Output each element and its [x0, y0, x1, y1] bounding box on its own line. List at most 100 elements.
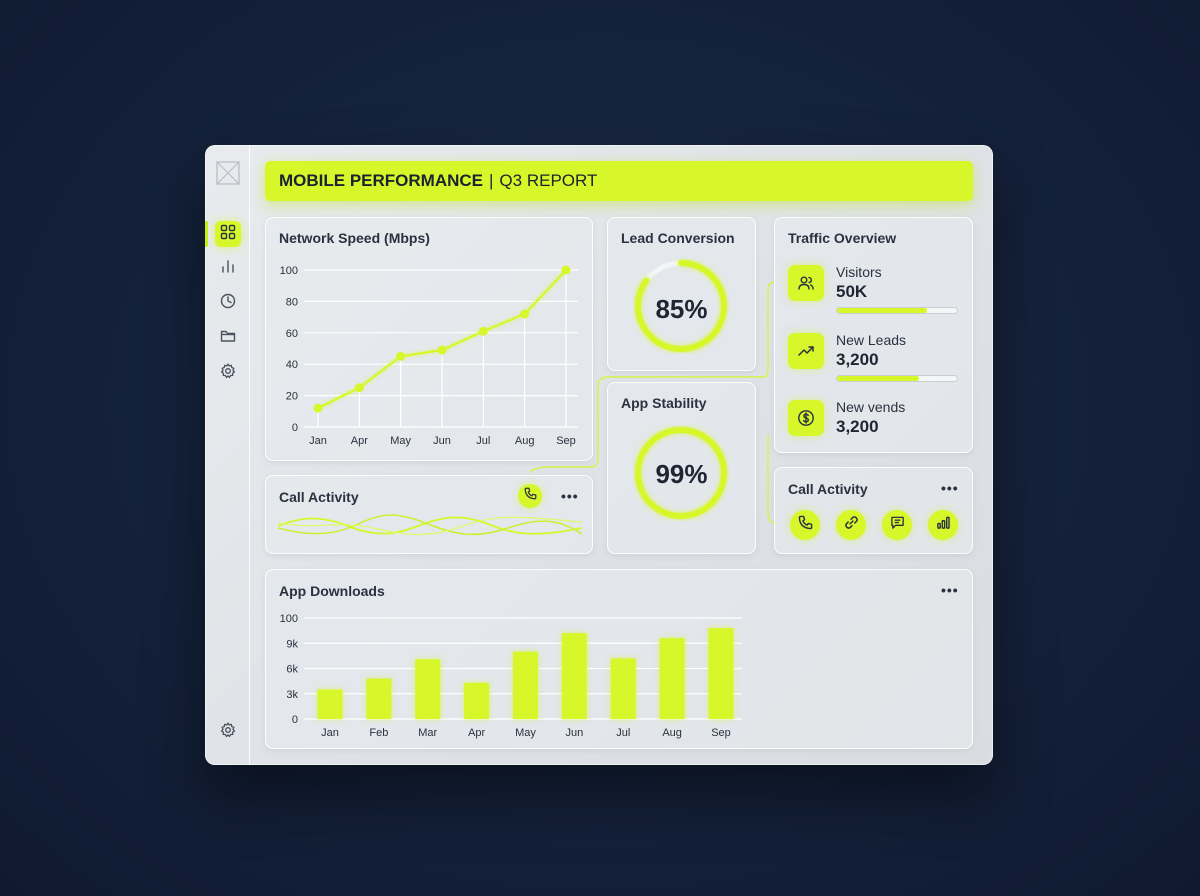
report-header: MOBILE PERFORMANCE | Q3 REPORT — [265, 161, 973, 201]
traffic-label: Visitors — [836, 264, 882, 280]
app-stability-card: App Stability 99% — [607, 382, 756, 554]
x-tick-label: May — [390, 435, 411, 447]
visitors-progress-fill — [837, 308, 927, 313]
signal-button[interactable] — [928, 510, 958, 540]
data-point — [354, 383, 364, 393]
lead-conversion-ring — [635, 260, 727, 352]
signal-icon — [936, 515, 951, 535]
x-tick-label: Aug — [515, 435, 535, 447]
traffic-row-new-vends: New vends 3,200 — [788, 399, 964, 440]
lead-conversion-card: Lead Conversion 85% — [607, 217, 756, 371]
link-button[interactable] — [836, 510, 866, 540]
y-tick-label: 3k — [286, 689, 298, 701]
data-point — [313, 403, 323, 413]
y-tick-label: 100 — [280, 265, 298, 277]
message-button[interactable] — [882, 510, 912, 540]
sidebar — [205, 145, 250, 765]
new-leads-progress — [836, 375, 958, 382]
traffic-overview-title: Traffic Overview — [788, 230, 897, 246]
bar — [610, 658, 636, 719]
call-button[interactable] — [518, 484, 542, 508]
data-point — [561, 265, 571, 275]
call-activity-card: Call Activity ••• — [265, 475, 593, 554]
traffic-value: 50K — [836, 282, 868, 301]
traffic-label: New vends — [836, 399, 906, 415]
phone-icon — [524, 487, 537, 505]
y-tick-label: 100 — [280, 613, 298, 625]
x-tick-label: Apr — [351, 435, 368, 447]
active-indicator — [205, 221, 208, 247]
traffic-value: 3,200 — [836, 417, 879, 436]
traffic-overview-card: Traffic Overview Visitors 50K New Leads … — [774, 217, 973, 453]
app-stability-ring — [635, 427, 727, 519]
app-downloads-chart: 100 9k 6k 3k 0 Jan Feb Mar Apr May Jun Jul Aug Sep — [280, 613, 742, 739]
more-options-button[interactable]: ••• — [561, 488, 579, 504]
gear-icon — [220, 362, 236, 384]
bar — [708, 628, 734, 719]
sidebar-item-dashboard[interactable] — [215, 221, 241, 247]
data-point — [520, 309, 530, 319]
lead-conversion-value: 85% — [655, 294, 708, 324]
sidebar-item-settings[interactable] — [215, 360, 241, 386]
traffic-row-visitors: Visitors 50K — [788, 264, 964, 314]
link-icon — [844, 515, 859, 535]
traffic-label: New Leads — [836, 332, 907, 348]
x-tick-label: Jun — [566, 727, 584, 739]
header-title: MOBILE PERFORMANCE — [279, 171, 483, 190]
grid-icon — [220, 224, 236, 245]
gear-icon — [220, 721, 236, 743]
network-speed-chart: 100 80 60 40 20 0 Jan Apr May Jun Jul Aug Sep — [280, 265, 578, 447]
y-tick-label: 60 — [286, 328, 298, 340]
bar — [415, 659, 441, 719]
folder-icon — [220, 328, 236, 349]
bar-chart-icon — [220, 258, 236, 279]
bar — [317, 689, 343, 719]
x-tick-label: Jun — [433, 435, 451, 447]
bar — [561, 633, 587, 719]
more-options-button[interactable]: ••• — [941, 480, 959, 496]
logo-icon — [216, 161, 240, 185]
y-tick-label: 0 — [292, 422, 298, 434]
network-speed-card: Network Speed (Mbps) 100 80 60 40 20 0 Jan Apr M… — [265, 217, 593, 461]
data-point — [478, 326, 488, 336]
new-leads-progress-fill — [837, 376, 919, 381]
x-tick-label: Sep — [556, 435, 576, 447]
users-icon — [788, 265, 824, 301]
message-icon — [890, 515, 905, 535]
lead-conversion-title: Lead Conversion — [621, 230, 735, 246]
bar — [513, 651, 538, 719]
dashboard-window: MOBILE PERFORMANCE | Q3 REPORT Network S… — [205, 145, 993, 765]
data-point — [396, 351, 406, 361]
x-tick-label: Sep — [711, 727, 731, 739]
clock-icon — [220, 293, 236, 314]
y-tick-label: 20 — [286, 391, 298, 403]
sidebar-item-bottom-settings[interactable] — [215, 719, 241, 745]
x-tick-label: Aug — [662, 727, 682, 739]
x-tick-label: Mar — [418, 727, 437, 739]
header-separator: | — [489, 171, 494, 190]
more-options-button[interactable]: ••• — [941, 582, 959, 598]
sidebar-item-analytics[interactable] — [215, 255, 241, 281]
y-tick-label: 40 — [286, 359, 298, 371]
sidebar-item-history[interactable] — [215, 290, 241, 316]
sidebar-item-files[interactable] — [215, 325, 241, 351]
bar — [464, 682, 490, 719]
x-tick-label: Feb — [369, 727, 388, 739]
x-tick-label: Apr — [468, 727, 485, 739]
y-tick-label: 6k — [286, 664, 298, 676]
x-tick-label: Jul — [476, 435, 490, 447]
call-activity-actions-card: Call Activity ••• — [774, 467, 973, 554]
app-stability-title: App Stability — [621, 395, 707, 411]
bar — [659, 638, 685, 719]
y-tick-label: 80 — [286, 296, 298, 308]
trend-up-icon — [788, 333, 824, 369]
call-button[interactable] — [790, 510, 820, 540]
phone-icon — [798, 515, 813, 535]
x-tick-label: Jan — [309, 435, 327, 447]
network-speed-title: Network Speed (Mbps) — [279, 230, 430, 246]
app-downloads-card: App Downloads ••• 100 9k 6k 3k 0 Jan Feb Mar Apr… — [265, 569, 973, 749]
x-tick-label: Jan — [321, 727, 339, 739]
x-tick-label: May — [515, 727, 536, 739]
x-tick-label: Jul — [616, 727, 630, 739]
dollar-icon — [788, 400, 824, 436]
